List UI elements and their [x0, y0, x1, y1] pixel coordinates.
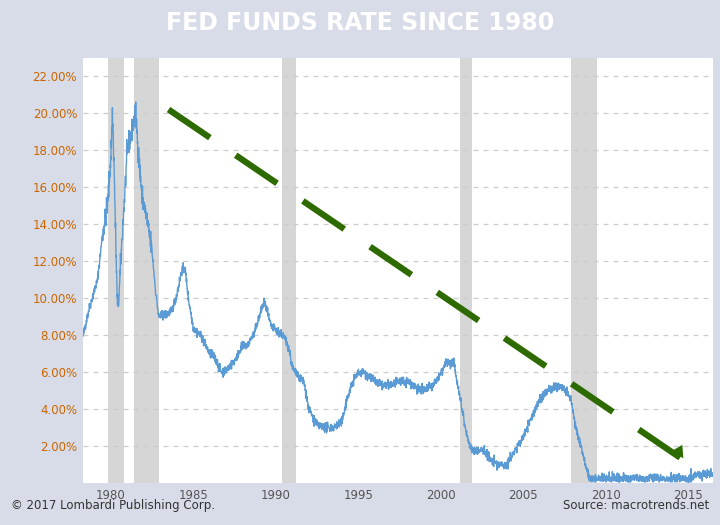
Text: FED FUNDS RATE SINCE 1980: FED FUNDS RATE SINCE 1980 — [166, 11, 554, 35]
Bar — [461, 58, 472, 483]
Bar — [107, 58, 124, 483]
Bar — [134, 58, 158, 483]
Text: © 2017 Lombardi Publishing Corp.: © 2017 Lombardi Publishing Corp. — [11, 499, 215, 512]
Text: Source: macrotrends.net: Source: macrotrends.net — [563, 499, 709, 512]
Bar — [571, 58, 598, 483]
Bar — [282, 58, 295, 483]
